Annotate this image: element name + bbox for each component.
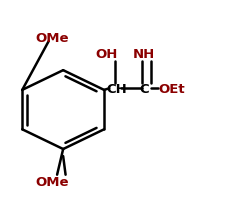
Text: NH: NH	[133, 48, 155, 61]
Text: CH: CH	[107, 82, 127, 95]
Text: OMe: OMe	[36, 32, 69, 45]
Text: OMe: OMe	[36, 175, 69, 188]
Text: OEt: OEt	[159, 82, 185, 95]
Text: C: C	[139, 82, 149, 95]
Text: OH: OH	[96, 48, 118, 61]
